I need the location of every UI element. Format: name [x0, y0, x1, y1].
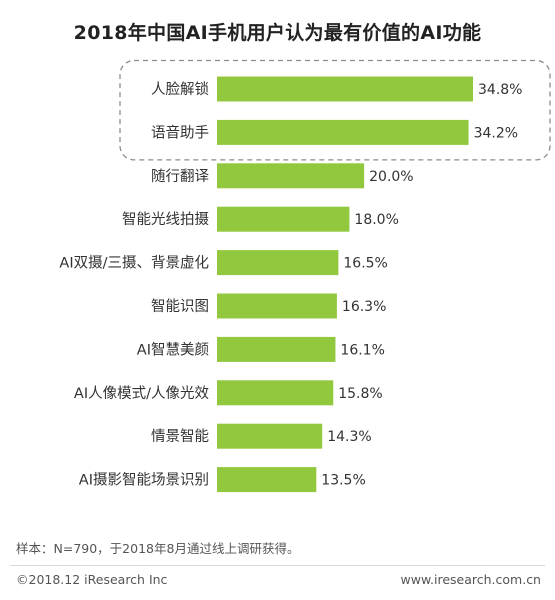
category-label: 情景智能 — [151, 428, 209, 445]
value-label: 18.0% — [354, 212, 398, 228]
category-label: 随行翻译 — [151, 168, 209, 185]
bar — [217, 163, 365, 189]
chart-title: 2018年中国AI手机用户认为最有价值的AI功能 — [73, 22, 482, 44]
footer-divider — [10, 565, 545, 566]
bar — [217, 119, 469, 145]
category-label: 人脸解锁 — [151, 81, 209, 98]
bar — [217, 206, 350, 232]
category-label: AI人像模式/人像光效 — [74, 385, 210, 402]
highlight-box — [119, 59, 551, 161]
bar — [217, 336, 336, 362]
category-label: 智能识图 — [151, 298, 209, 315]
category-label: AI智慧美颜 — [137, 341, 209, 358]
value-label: 16.1% — [340, 342, 384, 358]
category-label: AI双摄/三摄、背景虚化 — [59, 255, 209, 272]
bar — [217, 380, 334, 406]
bar-chart: 人脸解锁 34.8% 语音助手 34.2% 随行翻译 20.0% 智能光线拍摄 18.0% AI… — [59, 59, 551, 493]
bar — [217, 423, 323, 449]
bar — [217, 76, 473, 102]
value-label: 14.3% — [327, 429, 371, 445]
value-label: 15.8% — [338, 386, 382, 402]
bar — [217, 467, 317, 493]
category-label: 语音助手 — [151, 124, 209, 141]
category-label: 智能光线拍摄 — [122, 211, 209, 228]
value-label: 34.8% — [478, 82, 522, 98]
sample-note: 样本：N=790，于2018年8月通过线上调研获得。 — [16, 541, 300, 556]
value-label: 20.0% — [369, 169, 413, 185]
value-label: 34.2% — [474, 125, 518, 141]
bar — [217, 250, 339, 276]
value-label: 16.3% — [342, 299, 386, 315]
bar — [217, 293, 337, 319]
website-text: www.iresearch.com.cn — [400, 572, 542, 587]
value-label: 13.5% — [321, 473, 365, 489]
copyright-text: ©2018.12 iResearch Inc — [16, 572, 168, 587]
value-label: 16.5% — [343, 256, 387, 272]
category-label: AI摄影智能场景识别 — [79, 472, 209, 489]
